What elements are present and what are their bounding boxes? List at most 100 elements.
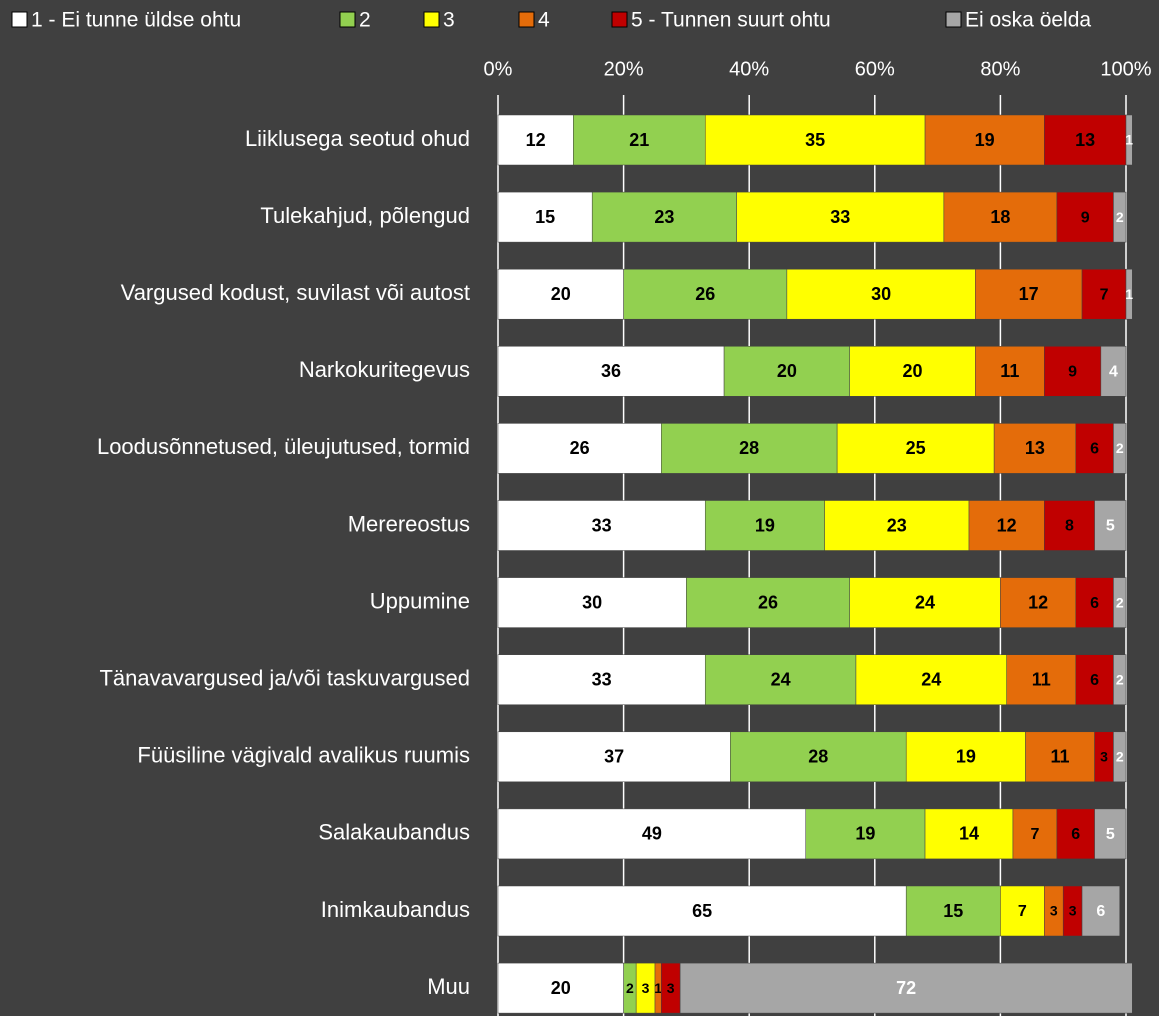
value-label: 11 — [1051, 747, 1070, 767]
x-tick-label: 0% — [484, 58, 513, 80]
bar-segment — [1125, 114, 1133, 166]
legend-label: 5 - Tunnen suurt ohtu — [631, 9, 831, 32]
category-label: Inimkaubandus — [321, 897, 470, 922]
bar-segment — [497, 268, 624, 320]
bar-segment — [1113, 191, 1127, 243]
bar-segment — [1094, 500, 1127, 551]
value-label: 7 — [1030, 826, 1039, 843]
bar-segment — [924, 808, 1014, 860]
value-label: 37 — [604, 747, 624, 767]
value-label: 3 — [1050, 903, 1058, 919]
bar-segment — [855, 654, 1007, 705]
bar-segment — [943, 191, 1058, 243]
bar-segment — [497, 423, 662, 474]
value-label: 65 — [692, 901, 712, 921]
bar-segment — [924, 114, 1045, 166]
value-label: 11 — [1000, 361, 1019, 381]
legend-label: 3 — [443, 9, 455, 32]
legend-label: Ei oska öelda — [965, 9, 1091, 32]
bar-segment — [497, 808, 806, 860]
bar-segment — [1044, 114, 1127, 166]
value-label: 24 — [915, 592, 935, 612]
bar-segment — [905, 885, 1001, 937]
bar-segment — [849, 346, 976, 397]
value-label: 3 — [642, 980, 650, 996]
bar-segment — [730, 731, 907, 783]
value-label: 12 — [526, 130, 546, 150]
value-label: 19 — [755, 515, 775, 535]
value-label: 19 — [975, 130, 995, 150]
value-label: 28 — [739, 438, 759, 458]
value-label: 12 — [1028, 592, 1048, 612]
value-label: 19 — [956, 747, 976, 767]
value-label: 5 — [1106, 826, 1115, 843]
value-label: 6 — [1090, 672, 1099, 689]
legend-swatch — [611, 11, 628, 28]
value-label: 6 — [1090, 441, 1099, 458]
legend-swatch — [945, 11, 962, 28]
bar-segment — [805, 808, 926, 860]
value-label: 7 — [1100, 286, 1109, 303]
legend-swatch — [339, 11, 356, 28]
bar-segment — [736, 191, 945, 243]
bar-segment — [1044, 500, 1095, 551]
bar-segment — [497, 500, 706, 551]
value-label: 2 — [626, 980, 634, 996]
bar-segment — [497, 577, 687, 628]
value-label: 17 — [1019, 284, 1039, 304]
bar-segment — [1094, 808, 1127, 860]
legend-label: 4 — [538, 9, 550, 32]
bar-segment — [1056, 808, 1095, 860]
bar-segment — [1081, 885, 1120, 937]
legend-swatch — [11, 11, 28, 28]
bar-segment — [661, 423, 838, 474]
value-label: 30 — [871, 284, 891, 304]
value-label: 33 — [592, 669, 612, 689]
bar-segment — [824, 500, 970, 551]
value-label: 3 — [1069, 903, 1077, 919]
value-label: 11 — [1032, 669, 1051, 689]
value-label: 35 — [805, 130, 825, 150]
value-label: 20 — [551, 284, 571, 304]
value-label: 13 — [1025, 438, 1045, 458]
category-label: Salakaubandus — [318, 820, 470, 845]
bar-segment — [686, 577, 850, 628]
value-label: 49 — [642, 824, 662, 844]
value-label: 33 — [592, 515, 612, 535]
bar-segment — [1113, 423, 1127, 474]
bar-segment — [623, 268, 788, 320]
x-tick-label: 80% — [980, 58, 1020, 80]
value-label: 4 — [1109, 364, 1118, 381]
bar-segment — [1025, 731, 1095, 783]
value-label: 2 — [1116, 594, 1124, 610]
value-label: 20 — [551, 978, 571, 998]
bar-segment — [497, 191, 593, 243]
bar-segment — [968, 500, 1045, 551]
x-tick-label: 100% — [1100, 58, 1151, 80]
value-label: 6 — [1090, 595, 1099, 612]
value-label: 2 — [1116, 209, 1124, 225]
bar-segment — [1125, 268, 1133, 320]
bar-segment — [1113, 731, 1127, 783]
value-label: 2 — [1116, 671, 1124, 687]
value-label: 3 — [1100, 749, 1108, 765]
category-label: Tänavavargused ja/või taskuvargused — [99, 666, 470, 691]
bar-segment — [679, 962, 1133, 1014]
x-tick-label: 60% — [855, 58, 895, 80]
value-label: 28 — [808, 747, 828, 767]
bar-segment — [1056, 191, 1114, 243]
value-label: 12 — [997, 515, 1017, 535]
category-label: Vargused kodust, suvilast või autost — [121, 280, 470, 305]
value-label: 2 — [1116, 749, 1124, 765]
bar-segment — [1000, 885, 1045, 937]
value-label: 26 — [570, 438, 590, 458]
bar-segment — [591, 191, 737, 243]
value-label: 5 — [1106, 518, 1115, 535]
category-label: Loodusõnnetused, üleujutused, tormid — [97, 434, 470, 459]
bar-segment — [975, 346, 1045, 397]
bar-segment — [1000, 577, 1077, 628]
bar-segment — [1100, 346, 1127, 397]
value-label: 6 — [1071, 826, 1080, 843]
value-label: 19 — [855, 824, 875, 844]
